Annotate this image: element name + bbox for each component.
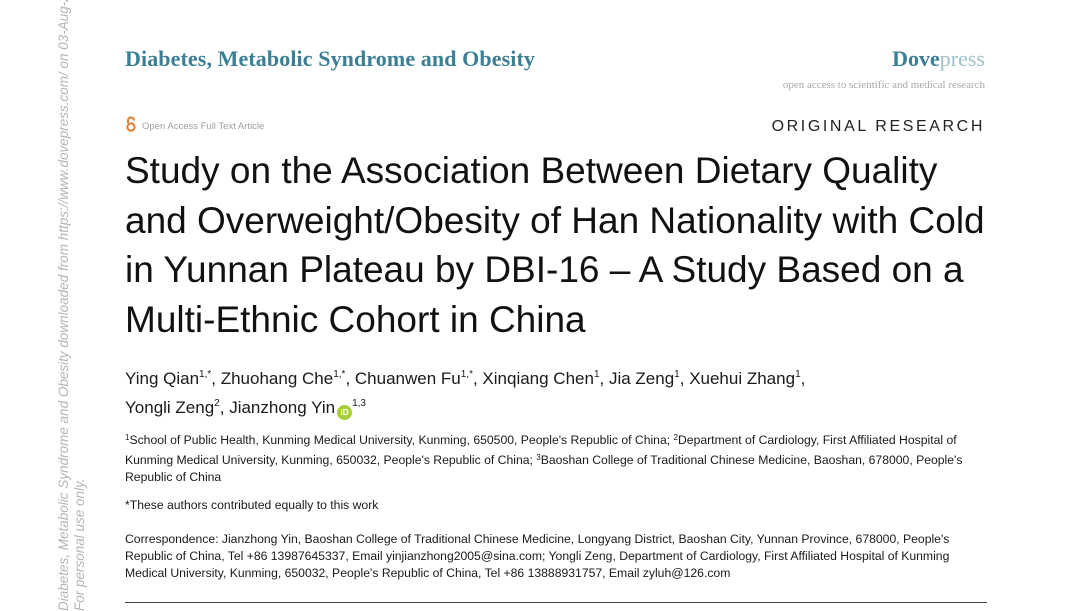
affiliations: 1School of Public Health, Kunming Medica… [125, 429, 990, 486]
author-affiliation-marker: 1,* [199, 369, 212, 380]
article-type: ORIGINAL RESEARCH [771, 118, 985, 135]
divider [125, 602, 987, 603]
author-affiliation-marker: 1 [674, 369, 680, 380]
watermark-line-2: For personal use only. [72, 478, 87, 611]
author-name[interactable]: Xuehui Zhang [689, 369, 796, 388]
author-affiliation-marker: 2 [214, 398, 220, 409]
dovepress-logo[interactable]: Dovepress [892, 46, 985, 72]
publisher-tagline: open access to scientific and medical re… [782, 79, 985, 91]
open-access-text: Open Access Full Text Article [142, 121, 265, 132]
author-name[interactable]: Xinqiang Chen [482, 369, 594, 388]
equal-contribution-note: *These authors contributed equally to th… [125, 498, 379, 512]
author-name[interactable]: Jia Zeng [608, 369, 675, 388]
affiliation-text: School of Public Health, Kunming Medical… [129, 433, 674, 447]
affiliation-text: Baoshan College of Traditional Chinese M… [125, 453, 963, 484]
author-name[interactable]: Ying Qian [125, 369, 200, 388]
article-title: Study on the Association Between Dietary… [125, 150, 985, 340]
open-access-icon [125, 116, 137, 137]
author-affiliation-marker: 1 [795, 369, 801, 380]
author-affiliation-marker: 1,3 [352, 398, 366, 409]
author-list: Ying Qian1,*, Zhuohang Che1,*, Chuanwen … [125, 362, 995, 420]
author-name[interactable]: Yongli Zeng [125, 398, 215, 417]
correspondence: Correspondence: Jianzhong Yin, Baoshan C… [125, 532, 950, 580]
logo-part-2: press [939, 46, 985, 71]
affiliation-number: 3 [536, 453, 541, 462]
author-name[interactable]: Jianzhong Yin [229, 398, 336, 417]
author-affiliation-marker: 1,* [333, 369, 346, 380]
author-affiliation-marker: 1,* [460, 369, 473, 380]
download-watermark: Diabetes, Metabolic Syndrome and Obesity… [56, 0, 88, 611]
logo-part-1: Dove [892, 46, 940, 71]
affiliation-number: 1 [125, 433, 130, 442]
affiliation-text: Department of Cardiology, First Affiliat… [125, 433, 957, 467]
author-name[interactable]: Zhuohang Che [220, 369, 334, 388]
affiliation-number: 2 [673, 433, 678, 442]
journal-name[interactable]: Diabetes, Metabolic Syndrome and Obesity [125, 46, 535, 71]
author-affiliation-marker: 1 [593, 369, 600, 380]
open-access-label: Open Access Full Text Article [125, 116, 264, 137]
watermark-line-1: Diabetes, Metabolic Syndrome and Obesity… [56, 0, 71, 611]
author-name[interactable]: Chuanwen Fu [354, 369, 461, 388]
orcid-icon[interactable]: iD [337, 405, 353, 420]
